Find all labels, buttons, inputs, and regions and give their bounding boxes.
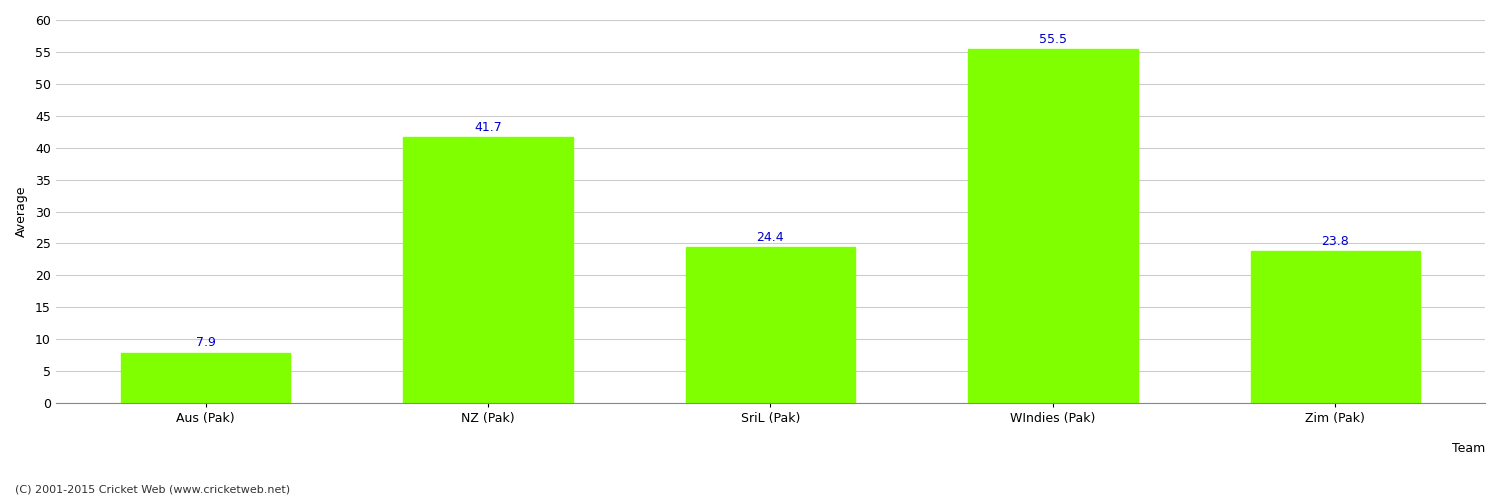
Bar [686,248,855,403]
Text: 55.5: 55.5 [1040,32,1066,46]
Text: 24.4: 24.4 [756,231,784,244]
Text: 23.8: 23.8 [1322,235,1348,248]
Text: Team: Team [1452,442,1485,455]
Bar [404,137,573,403]
Bar [122,352,290,403]
Text: 7.9: 7.9 [195,336,216,349]
Bar [968,48,1137,403]
Text: (C) 2001-2015 Cricket Web (www.cricketweb.net): (C) 2001-2015 Cricket Web (www.cricketwe… [15,485,290,495]
Y-axis label: Average: Average [15,186,28,238]
Text: 41.7: 41.7 [474,120,502,134]
Bar [1251,251,1420,403]
